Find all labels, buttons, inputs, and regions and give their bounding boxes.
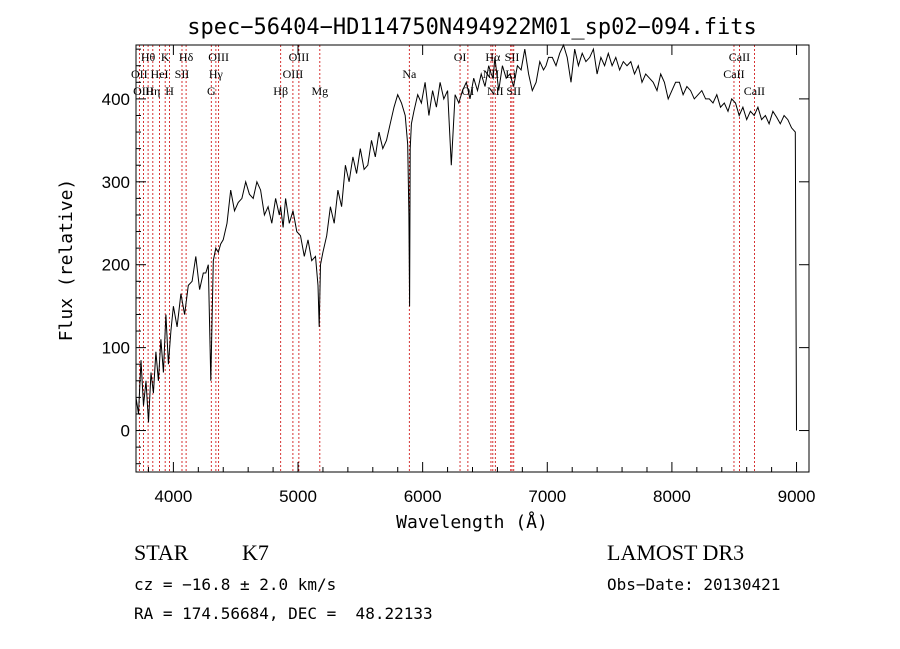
line-marker-label-16: Na [402,67,417,81]
line-marker-label-2: OIII [133,84,154,98]
x-axis-ticks: 4000 5000 6000 7000 8000 9000 [147,45,816,506]
line-marker-label-1: OII [131,67,148,81]
line-marker-label-14: OIII [289,50,310,64]
object-subclass: K7 [242,540,269,565]
survey-name: LAMOST DR3 [607,540,745,565]
y-axis-label: Flux (relative) [56,179,77,342]
y-tick-label-0: 0 [121,422,130,441]
line-marker-label-24: SII [506,84,521,98]
line-marker-label-8: Hδ [179,50,194,64]
x-tick-label-6000: 6000 [404,487,442,506]
line-marker-label-0: Hθ [141,50,156,64]
line-marker-label-9: OIII [208,50,229,64]
x-axis-label: Wavelength (Å) [396,511,548,533]
emission-line-markers [138,45,755,472]
y-tick-label-200: 200 [102,256,130,275]
line-marker-label-27: CaII [744,84,765,98]
y-axis-ticks: 0 100 200 300 400 [102,48,809,465]
line-marker-label-17: OI [454,50,467,64]
line-marker-label-5: HeI [151,67,169,81]
line-marker-label-20: Hα [485,50,501,64]
y-tick-label-100: 100 [102,339,130,358]
line-marker-label-12: Hβ [273,84,288,98]
line-marker-label-10: Hγ [209,67,224,81]
spectrum-line [135,43,797,431]
chart-title: spec−56404−HD114750N494922M01_sp02−094.f… [187,15,757,40]
line-marker-label-6: H [165,84,174,98]
x-tick-label-8000: 8000 [653,487,691,506]
object-class: STAR [134,540,189,565]
line-marker-label-26: CaII [729,50,750,64]
y-tick-label-300: 300 [102,173,130,192]
line-marker-label-7: SII [175,67,190,81]
observation-date: Obs−Date: 20130421 [607,575,781,594]
line-marker-label-11: G [207,84,216,98]
x-tick-label-9000: 9000 [778,487,816,506]
x-tick-label-7000: 7000 [528,487,566,506]
y-tick-label-400: 400 [102,90,130,109]
x-tick-label-4000: 4000 [154,487,192,506]
line-marker-label-4: K [161,50,170,64]
line-marker-label-13: OIII [283,67,304,81]
line-marker-label-15: Mg [311,84,328,98]
x-tick-label-5000: 5000 [279,487,317,506]
coordinates: RA = 174.56684, DEC = 48.22133 [134,604,433,623]
line-marker-label-22: Li [505,67,516,81]
line-marker-label-25: CaII [723,67,744,81]
line-marker-label-21: NII [487,84,504,98]
line-marker-label-3: Hη [145,84,160,98]
plot-frame [135,44,810,473]
line-marker-label-23: SII [505,50,520,64]
redshift-cz: cz = −16.8 ± 2.0 km/s [134,575,337,594]
